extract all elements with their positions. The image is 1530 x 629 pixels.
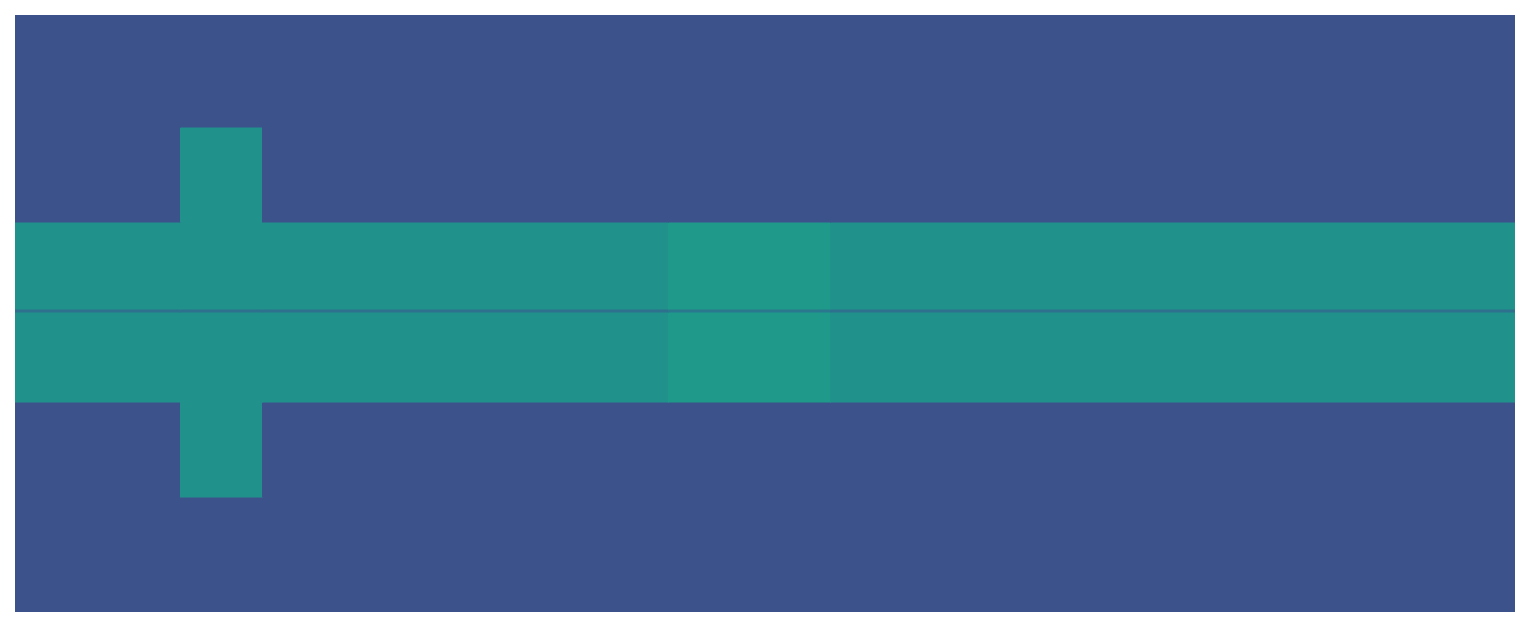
cell [668,309,830,312]
cell [15,402,180,497]
cell [262,222,668,309]
cell [262,402,668,497]
cell [262,127,668,222]
cell [15,497,180,612]
cell [668,15,830,127]
cell [180,127,262,222]
cell [262,497,668,612]
cell [180,15,262,127]
cell [668,127,830,222]
cell [262,312,668,402]
cell [830,15,1515,127]
cell [830,127,1515,222]
cell [15,309,180,312]
chart [0,0,1530,629]
cell [15,222,180,309]
cell [668,222,830,309]
cell [180,497,262,612]
cell [830,309,1515,312]
cell [830,497,1515,612]
cell [668,497,830,612]
cell [668,312,830,402]
plot [15,15,1515,612]
cell [15,15,180,127]
cells [15,15,1515,612]
cell [15,127,180,222]
cell [262,309,668,312]
cell [15,312,180,402]
cell [830,402,1515,497]
cell [180,309,262,312]
cell [668,402,830,497]
cell [830,222,1515,309]
cell [180,222,262,309]
cell [180,312,262,402]
cell [830,312,1515,402]
cell [180,402,262,497]
cell [262,15,668,127]
